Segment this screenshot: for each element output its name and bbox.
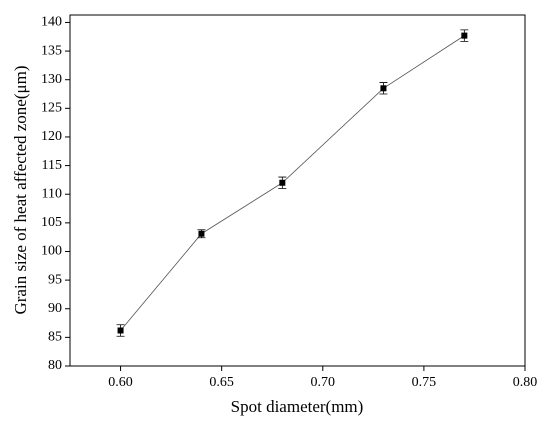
x-tick-label: 0.75 <box>412 375 437 390</box>
y-tick-label: 105 <box>41 215 62 230</box>
y-tick-label: 85 <box>48 330 62 345</box>
x-tick-label: 0.65 <box>209 375 234 390</box>
y-tick-label: 80 <box>48 358 62 373</box>
y-axis-label: Grain size of heat affected zone(μm) <box>11 65 30 314</box>
x-axis-label: Spot diameter(mm) <box>231 397 364 416</box>
y-tick-label: 90 <box>48 301 62 316</box>
point <box>117 327 124 334</box>
y-tick-label: 100 <box>41 244 62 259</box>
point <box>198 230 205 237</box>
x-tick-label: 0.60 <box>108 375 133 390</box>
x-tick-label: 0.80 <box>513 375 538 390</box>
y-tick-label: 140 <box>41 15 62 30</box>
y-tick-label: 125 <box>41 101 62 116</box>
y-tick-label: 115 <box>42 158 62 173</box>
y-tick-label: 130 <box>41 72 62 87</box>
plot-frame <box>69 14 526 367</box>
line <box>120 35 465 331</box>
y-tick-label: 120 <box>41 129 62 144</box>
point <box>461 32 468 39</box>
point <box>279 179 286 186</box>
y-tick-label: 135 <box>41 43 62 58</box>
y-tick-label: 95 <box>48 272 62 287</box>
x-tick-label: 0.70 <box>311 375 336 390</box>
point <box>380 85 387 92</box>
y-tick-label: 110 <box>42 186 62 201</box>
